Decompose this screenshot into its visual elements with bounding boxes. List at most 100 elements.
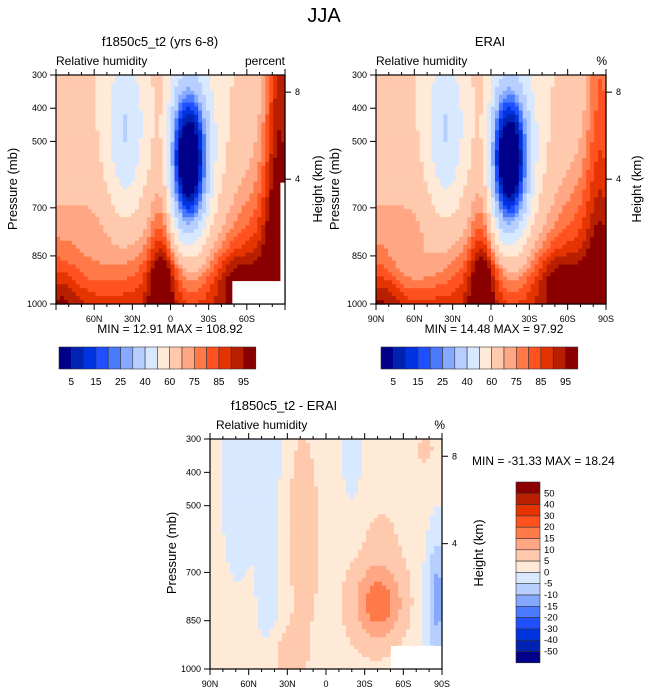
contour-cell [257,169,262,175]
contour-cell [415,94,421,100]
contour-cell [257,114,262,120]
contour-cell [146,173,152,179]
contour-cell [229,130,235,135]
contour-cell [202,161,207,167]
contour-cell [146,284,152,289]
contour-cell [229,260,235,266]
contour-cell [67,78,73,84]
contour-cell [194,300,199,305]
contour-cell [154,296,160,301]
contour-cell [158,256,164,262]
contour-cell [491,126,496,131]
contour-cell [79,244,85,250]
contour-cell [178,106,183,112]
contour-cell [237,256,243,262]
contour-cell [261,225,266,230]
contour-cell [491,106,496,112]
contour-cell [95,244,101,250]
contour-cell [570,173,575,179]
contour-cell [119,240,124,246]
contour-cell [463,150,468,155]
contour-cell [95,193,101,198]
contour-cell [67,205,73,210]
contour-cell [221,296,227,301]
contour-cell [281,86,286,92]
contour-cell [174,225,179,230]
contour-cell [63,161,69,167]
contour-cell [83,161,89,167]
contour-cell [578,82,583,88]
contour-cell [257,82,262,88]
contour-cell [582,173,587,179]
contour-cell [59,102,65,108]
contour-cell [178,225,183,230]
contour-cell [202,75,207,80]
contour-cell [498,86,504,92]
contour-cell [202,110,207,116]
contour-cell [119,260,124,266]
contour-cell [202,134,207,139]
contour-cell [241,276,247,281]
contour-cell [253,256,258,262]
contour-cell [273,122,278,127]
contour-cell [435,122,441,127]
contour-cell [582,169,587,175]
contour-cell [213,217,219,222]
contour-cell [558,130,563,135]
contour-cell [146,217,152,222]
contour-cell [225,90,231,96]
contour-cell [383,142,389,147]
contour-cell [237,75,243,80]
contour-cell [209,292,215,297]
contour-cell [56,75,61,80]
contour-cell [154,205,160,210]
contour-cell [178,94,183,100]
contour-cell [150,142,156,147]
contour-cell [435,146,441,151]
contour-cell [56,201,61,206]
contour-cell [178,296,183,301]
contour-cell [534,106,540,112]
contour-cell [150,94,156,100]
y-tick-label: 400 [32,103,47,113]
contour-cell [138,153,144,159]
contour-cell [463,102,468,108]
contour-cell [75,260,81,266]
contour-cell [103,86,108,92]
contour-cell [194,169,199,175]
contour-cell [241,201,247,206]
colorbar-swatch [71,346,84,370]
contour-cell [142,75,148,80]
contour-cell [127,225,132,230]
contour-cell [415,157,421,163]
contour-cell [170,240,176,246]
contour-cell [249,110,255,116]
contour-cell [138,130,144,135]
contour-cell [237,146,243,151]
contour-cell [241,236,247,242]
contour-cell [411,122,417,127]
contour-cell [186,193,191,198]
contour-cell [376,146,381,151]
contour-cell [221,118,227,123]
contour-cell [391,106,397,112]
contour-cell [91,153,97,159]
contour-cell [522,122,528,127]
contour-cell [494,102,500,108]
contour-cell [602,102,607,108]
contour-cell [217,90,223,96]
contour-cell [198,268,203,274]
contour-cell [562,110,567,116]
contour-cell [194,181,199,187]
contour-cell [111,268,116,274]
contour-cell [491,114,496,120]
contour-cell [269,213,274,218]
contour-cell [225,110,231,116]
contour-cell [198,169,203,175]
contour-cell [526,106,532,112]
contour-cell [213,197,219,202]
contour-cell [423,102,429,108]
contour-cell [562,134,567,139]
contour-cell [198,205,203,210]
contour-cell [257,165,262,171]
